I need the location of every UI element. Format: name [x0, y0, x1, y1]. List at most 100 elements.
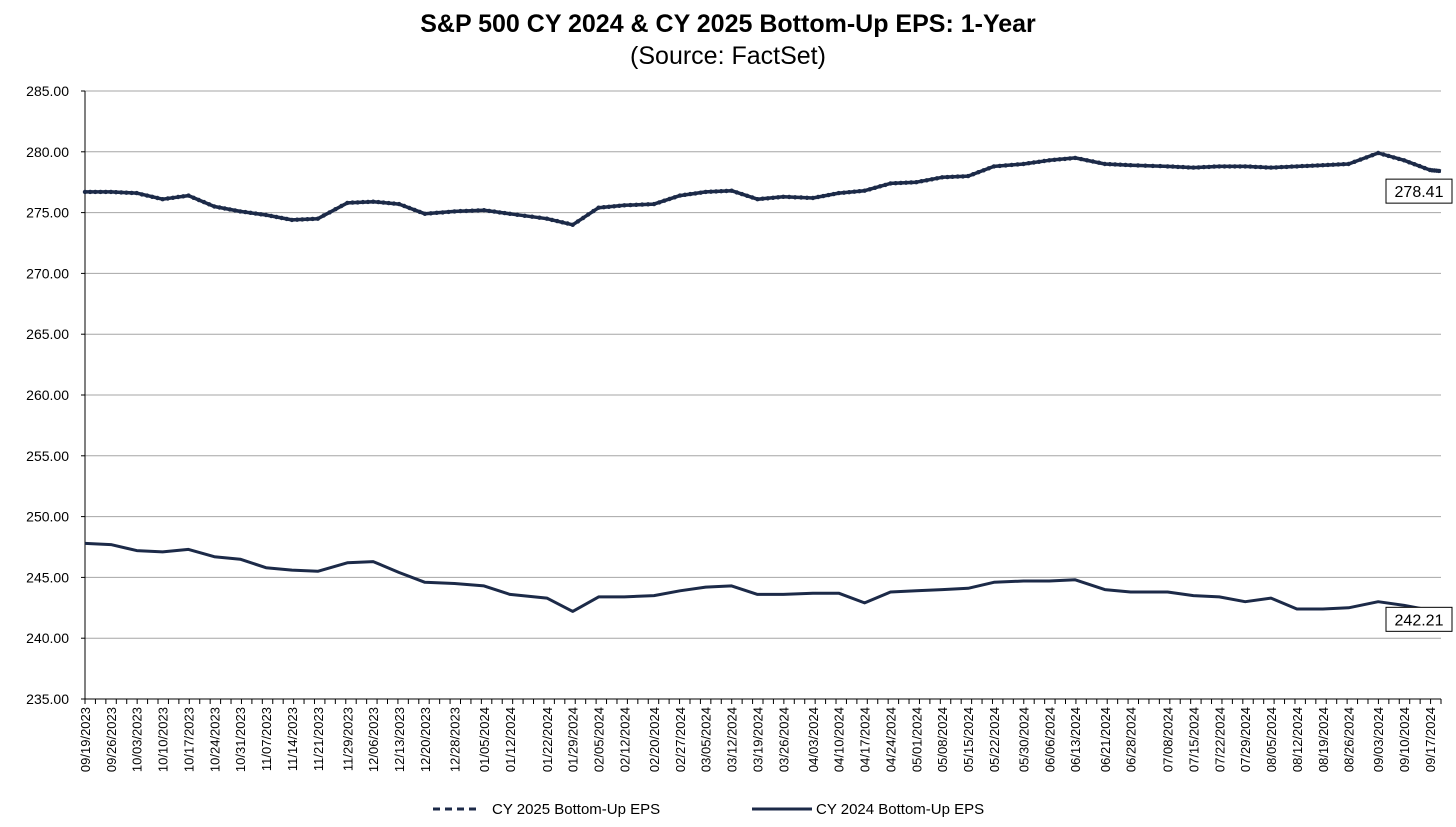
series-point-cy2025 — [965, 173, 971, 179]
series-point-cy2025 — [422, 211, 428, 216]
series-point-cy2025 — [1396, 156, 1402, 162]
series-point-cy2025 — [821, 193, 826, 199]
series-point-cy2025 — [1258, 164, 1263, 170]
series-point-cy2025 — [893, 181, 898, 186]
x-tick-label: 09/10/2024 — [1397, 707, 1412, 772]
series-point-cy2025 — [708, 189, 714, 194]
series-point-cy2025 — [1417, 163, 1422, 169]
series-point-cy2025 — [144, 193, 150, 198]
series-point-cy2025 — [206, 202, 212, 207]
y-tick-label: 240.00 — [26, 630, 69, 646]
series-point-cy2025 — [787, 194, 792, 200]
series-point-cy2025 — [1320, 163, 1326, 168]
series-point-cy2025 — [327, 210, 332, 215]
series-point-cy2025 — [1123, 162, 1128, 168]
series-point-cy2025 — [1284, 164, 1289, 170]
series-point-cy2025 — [739, 191, 745, 197]
series-point-cy2025 — [217, 205, 222, 210]
series-point-cy2025 — [1422, 165, 1427, 171]
series-point-cy2025 — [1299, 163, 1305, 169]
series-point-cy2025 — [672, 195, 677, 200]
series-point-cy2025 — [601, 205, 606, 210]
series-point-cy2025 — [248, 210, 253, 215]
series-point-cy2025 — [1102, 161, 1108, 167]
series-point-cy2025 — [914, 180, 919, 185]
x-tick-label: 06/06/2024 — [1042, 707, 1057, 772]
series-point-cy2025 — [186, 193, 191, 198]
x-tick-label: 03/19/2024 — [750, 707, 765, 772]
series-point-cy2025 — [1084, 158, 1090, 163]
series-point-cy2025 — [570, 222, 575, 227]
series-point-cy2025 — [1263, 165, 1269, 170]
series-point-cy2025 — [919, 179, 924, 184]
series-point-cy2025 — [1128, 163, 1133, 168]
series-point-cy2025 — [440, 210, 445, 215]
series-point-cy2025 — [1401, 158, 1407, 163]
legend: CY 2025 Bottom-Up EPS CY 2024 Bottom-Up … — [433, 801, 984, 818]
series-point-cy2025 — [781, 194, 786, 199]
series-point-cy2025 — [971, 172, 976, 177]
series-point-cy2025 — [750, 195, 755, 200]
series-point-cy2025 — [333, 207, 338, 212]
x-tick-label: 11/21/2023 — [311, 707, 326, 771]
series-point-cy2025 — [212, 204, 217, 209]
x-tick-label: 03/05/2024 — [699, 707, 714, 772]
series-point-cy2025 — [93, 189, 98, 195]
x-tick-label: 08/05/2024 — [1264, 707, 1279, 772]
x-tick-label: 08/26/2024 — [1342, 707, 1357, 772]
series-point-cy2025 — [798, 195, 804, 200]
series-point-cy2025 — [981, 168, 986, 173]
series-point-cy2025 — [591, 208, 596, 214]
x-tick-label: 01/29/2024 — [566, 707, 581, 772]
x-tick-label: 12/13/2023 — [392, 707, 407, 772]
series-point-cy2025 — [274, 214, 279, 220]
series-point-cy2025 — [640, 202, 645, 207]
series-point-cy2025 — [560, 220, 565, 225]
series-point-cy2025 — [565, 221, 570, 226]
series-point-cy2025 — [371, 199, 376, 204]
series-point-cy2025 — [253, 211, 258, 216]
y-axis: 285.00 280.00 275.00 270.00 265.00 260.00 255.… — [26, 83, 86, 707]
series-point-cy2025 — [1052, 157, 1057, 162]
series-point-cy2025 — [1336, 162, 1341, 167]
series-point-cy2025 — [1243, 164, 1248, 169]
series-point-cy2025 — [88, 189, 93, 195]
series-point-cy2025 — [1412, 162, 1417, 167]
series-point-cy2025 — [1118, 162, 1123, 167]
series-point-cy2025 — [1279, 164, 1284, 170]
series-point-cy2025 — [227, 207, 232, 212]
series-point-cy2025 — [1217, 164, 1222, 169]
x-tick-label: 01/22/2024 — [540, 707, 555, 772]
series-point-cy2025 — [310, 216, 315, 222]
series-point-cy2025 — [734, 190, 739, 195]
series-point-cy2025 — [1191, 165, 1196, 170]
x-tick-label: 06/28/2024 — [1124, 707, 1139, 772]
series-point-cy2025 — [1026, 161, 1031, 166]
series-point-cy2025 — [475, 208, 481, 213]
x-tick-label: 09/26/2023 — [104, 707, 119, 772]
x-tick-label: 05/22/2024 — [987, 707, 1002, 772]
series-point-cy2025 — [1196, 165, 1201, 170]
series-point-cy2025 — [724, 188, 729, 194]
x-tick-label: 05/01/2024 — [909, 707, 924, 772]
series-point-cy2025 — [470, 208, 475, 213]
series-point-cy2025 — [606, 204, 612, 209]
series-point-cy2025 — [1253, 164, 1258, 170]
series-point-cy2025 — [238, 209, 243, 214]
y-tick-label: 275.00 — [26, 205, 69, 221]
series-point-cy2025 — [402, 203, 407, 209]
series-point-cy2025 — [815, 194, 821, 200]
series-point-cy2025 — [1364, 155, 1369, 160]
series-point-cy2025 — [515, 212, 520, 217]
series-point-cy2025 — [103, 189, 108, 195]
series-point-cy2025 — [719, 189, 724, 194]
x-tick-label: 10/17/2023 — [181, 707, 196, 772]
series-point-cy2025 — [139, 192, 145, 197]
series-point-cy2025 — [263, 212, 269, 218]
series-point-cy2025 — [1232, 164, 1238, 169]
series-point-cy2025 — [98, 189, 103, 195]
series-point-cy2025 — [243, 209, 248, 215]
series-point-cy2025 — [1346, 161, 1351, 167]
series-point-cy2025 — [1003, 163, 1008, 168]
y-tick-label: 245.00 — [26, 569, 69, 585]
